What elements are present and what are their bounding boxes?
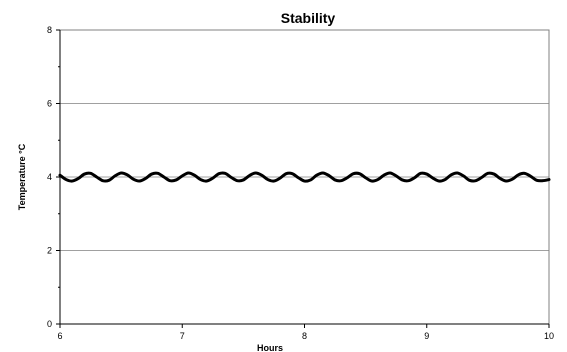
series: [58, 171, 551, 183]
x-axis-label: Hours: [257, 343, 283, 352]
y-tick-label-3: 6: [47, 99, 52, 109]
x-tick-label-1: 7: [180, 331, 185, 341]
y-tick-label-4: 8: [47, 25, 52, 35]
y-axis-label: Temperature °C: [17, 143, 27, 210]
series-line-0: [58, 171, 551, 183]
y-tick-label-0: 0: [47, 319, 52, 329]
x-tick-label-2: 8: [302, 331, 307, 341]
y-tick-label-1: 2: [47, 246, 52, 256]
chart-title: Stability: [281, 10, 336, 26]
y-tick-label-2: 4: [47, 172, 52, 182]
x-tick-label-4: 10: [544, 331, 554, 341]
ticks: 0 2 4 6 8 6 7 8 9 10: [47, 25, 554, 341]
gridlines: [60, 29, 549, 251]
x-tick-label-0: 6: [57, 331, 62, 341]
x-tick-label-3: 9: [424, 331, 429, 341]
